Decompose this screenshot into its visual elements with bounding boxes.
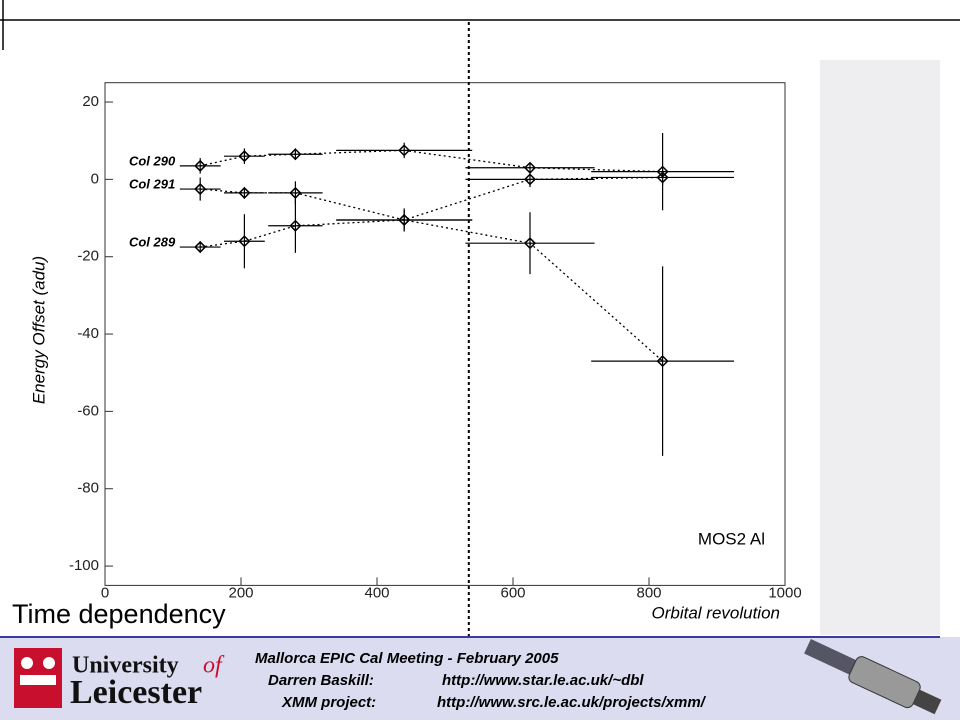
data-point — [398, 144, 411, 157]
data-point — [398, 213, 411, 227]
series-label: Col 289 — [129, 234, 176, 249]
logo: University of Leicester — [14, 648, 225, 711]
y-tick-label: 20 — [82, 93, 99, 110]
data-point — [289, 186, 302, 199]
footer-text: http://www.star.le.ac.uk/~dbl — [442, 672, 644, 689]
solar-panel — [804, 638, 857, 675]
y-axis-label: Energy Offset (adu) — [29, 256, 48, 404]
footer-text: Darren Baskill: — [268, 672, 374, 689]
x-tick-label: 200 — [228, 584, 253, 601]
y-tick-label: -60 — [77, 402, 99, 419]
data-point — [523, 173, 537, 186]
crest-band — [20, 675, 56, 685]
x-tick-label: 400 — [364, 584, 389, 601]
series-label: Col 290 — [129, 153, 176, 168]
data-point — [523, 237, 537, 250]
data-point — [289, 219, 302, 232]
series-line — [200, 188, 664, 362]
data-point — [194, 182, 207, 196]
x-tick-label: 0 — [101, 584, 109, 601]
plot: 0 200 400 600 800 1000 -100 -80 -60 -40 -20 0 20 Col … — [69, 82, 802, 601]
series-line — [200, 149, 663, 173]
side-panel — [820, 60, 940, 635]
data-point — [238, 186, 251, 199]
x-tick-label: 1000 — [768, 584, 801, 601]
data-point — [238, 150, 251, 163]
y-tick-label: -40 — [77, 325, 99, 342]
y-tick-label: 0 — [91, 170, 99, 187]
x-tick-label: 800 — [636, 584, 661, 601]
y-tick-label: -80 — [77, 480, 99, 497]
logo-text: Leicester — [70, 674, 202, 711]
y-tick-label: -100 — [69, 557, 99, 574]
slide-title: Time dependency — [12, 599, 226, 629]
data-point — [656, 355, 669, 368]
series-label: Col 291 — [129, 176, 175, 191]
x-axis-label: Orbital revolution — [651, 603, 780, 622]
y-tick-label: -20 — [77, 248, 99, 265]
x-tick-label: 600 — [500, 584, 525, 601]
logo-text: of — [203, 653, 225, 679]
data-point — [194, 159, 207, 172]
crest-rose — [21, 657, 33, 669]
footer-text: Mallorca EPIC Cal Meeting - February 200… — [255, 650, 559, 667]
data-point — [194, 240, 207, 254]
data-point — [238, 235, 251, 248]
data-point — [656, 171, 669, 184]
annotation: MOS2 Al — [698, 529, 765, 548]
data-point — [289, 148, 302, 161]
crest-rose — [43, 657, 55, 669]
satellite — [804, 638, 942, 715]
logo-text: University — [72, 653, 179, 679]
satellite-head — [912, 689, 942, 715]
footer-band — [0, 637, 960, 720]
footer-text: XMM project: — [281, 694, 376, 711]
footer-text: http://www.src.le.ac.uk/projects/xmm/ — [437, 694, 707, 711]
